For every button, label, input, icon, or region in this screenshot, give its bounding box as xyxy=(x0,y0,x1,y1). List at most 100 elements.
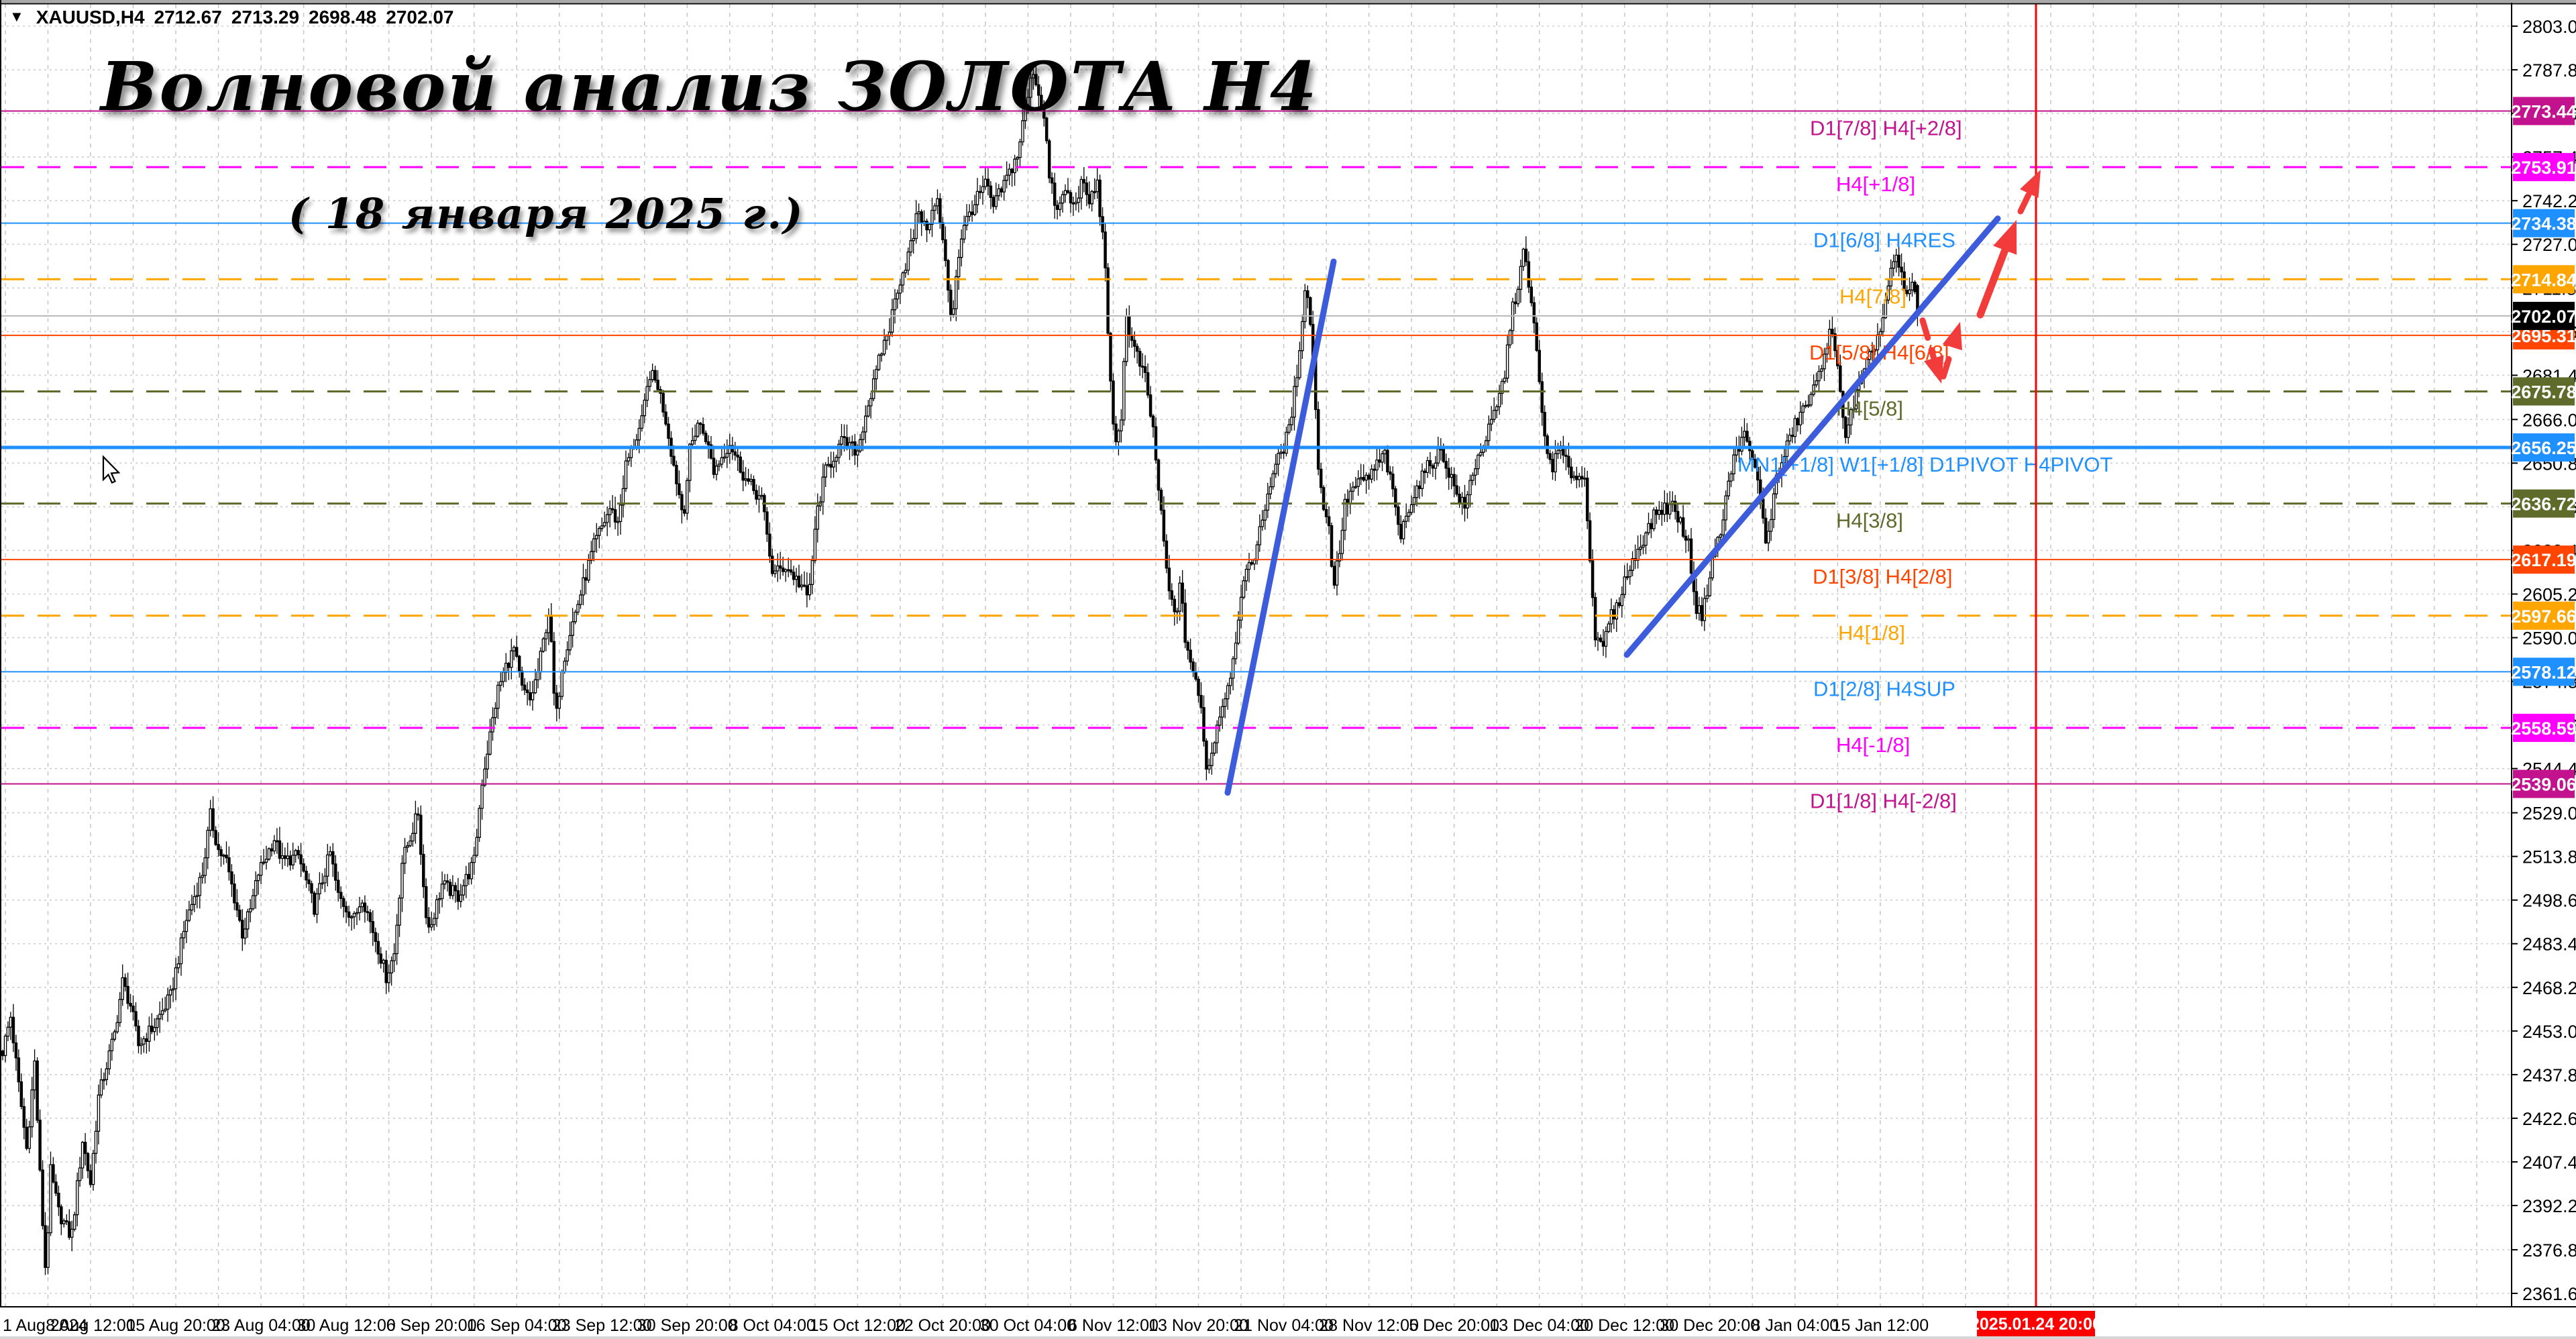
time-tick-label: 13 Nov 20:00 xyxy=(1148,1316,1248,1335)
time-tick-label: 8 Oct 04:00 xyxy=(729,1316,816,1335)
december-january-trendline[interactable] xyxy=(1623,215,2001,658)
price-badge-box xyxy=(2513,265,2575,294)
price-tick-label: 2407.40 xyxy=(2522,1153,2576,1173)
price-badge-box xyxy=(2513,545,2575,574)
price-tick-label: 2529.00 xyxy=(2522,804,2576,824)
price-badge-box xyxy=(2513,601,2575,630)
price-tick-label: 2727.00 xyxy=(2522,235,2576,255)
price-tick-label: 2437.80 xyxy=(2522,1065,2576,1085)
forecast-arrow-shaft[interactable] xyxy=(2017,191,2033,215)
price-tick-label: 2498.60 xyxy=(2522,891,2576,911)
forecast-arrow-shaft[interactable] xyxy=(1919,317,1937,362)
level-label: D1[2/8] H4SUP xyxy=(1813,677,1955,700)
forecast-arrow-head xyxy=(1942,321,1962,351)
time-tick-label: 1 Aug 2024 xyxy=(3,1316,88,1335)
time-tick-label: 20 Dec 12:00 xyxy=(1574,1316,1674,1335)
candles-layer xyxy=(1,63,1919,1275)
price-badge-value: 2636.72 xyxy=(2511,494,2576,515)
level-label: MN1[+1/8] W1[+1/8] D1PIVOT H4PIVOT xyxy=(1737,453,2112,476)
price-badge: 2617.19 xyxy=(2511,545,2576,574)
price-tick-label: 2392.20 xyxy=(2522,1196,2576,1216)
price-badge-box xyxy=(2513,433,2575,462)
level-label: D1[1/8] H4[-2/8] xyxy=(1810,790,1957,813)
price-tick-label: 2803.00 xyxy=(2522,17,2576,37)
ohlc-close: 2702.07 xyxy=(386,7,454,28)
price-tick-label: 2422.60 xyxy=(2522,1109,2576,1129)
time-tick-label: 30 Sep 20:00 xyxy=(637,1316,737,1335)
future-time-badge-value: 2025.01.24 20:00 xyxy=(1970,1315,2102,1334)
price-badge: 2636.72 xyxy=(2511,489,2576,518)
time-tick-label: 30 Aug 12:00 xyxy=(297,1316,395,1335)
forecast-arrow-head xyxy=(1924,355,1944,384)
price-badge-box xyxy=(2513,153,2575,182)
price-badge-value: 2753.91 xyxy=(2511,158,2576,178)
price-tick-label: 2590.00 xyxy=(2522,629,2576,649)
price-tick-label: 2453.00 xyxy=(2522,1022,2576,1042)
symbol-dropdown-icon[interactable]: ▼ xyxy=(9,8,24,25)
level-label: D1[6/8] H4RES xyxy=(1813,229,1955,252)
price-scale[interactable]: 2803.002787.802772.602757.402742.202727.… xyxy=(0,0,2576,1307)
ohlc-low: 2698.48 xyxy=(309,7,377,28)
bearish-candle-bodies xyxy=(1,74,1919,1269)
forecast-arrow-head xyxy=(1993,219,2017,255)
price-tick-label: 2468.20 xyxy=(2522,978,2576,998)
price-badge-value: 2773.44 xyxy=(2511,102,2576,122)
time-tick-label: 15 Jan 12:00 xyxy=(1832,1316,1929,1335)
time-tick-label: 30 Oct 04:00 xyxy=(980,1316,1076,1335)
price-badge: 2656.25 xyxy=(2511,433,2576,462)
level-label: H4[5/8] xyxy=(1836,396,1903,420)
price-tick-label: 2483.40 xyxy=(2522,934,2576,955)
price-badge-box xyxy=(2513,209,2575,237)
time-tick-label: 8 Aug 12:00 xyxy=(46,1316,135,1335)
forecast-arrow-shaft[interactable] xyxy=(1976,246,2009,319)
price-badge-value: 2734.38 xyxy=(2511,214,2576,234)
forecast-arrow-shaft[interactable] xyxy=(1940,344,1955,380)
price-badge-value: 2675.78 xyxy=(2511,382,2576,402)
level-label: D1[7/8] H4[+2/8] xyxy=(1810,117,1962,140)
mouse-cursor xyxy=(102,455,121,484)
price-tick-label: 2361.60 xyxy=(2522,1284,2576,1304)
price-badge: 2702.07 xyxy=(2511,301,2576,330)
price-badge: 2539.06 xyxy=(2511,769,2576,798)
price-badge-value: 2702.07 xyxy=(2511,307,2576,327)
bullish-candle-bodies xyxy=(3,74,1914,1269)
level-label: H4[7/8] xyxy=(1839,284,1907,308)
price-badge-box xyxy=(2513,769,2575,798)
price-badge-box xyxy=(2513,489,2575,518)
price-badge-value: 2539.06 xyxy=(2511,775,2576,795)
time-tick-label: 6 Sep 20:00 xyxy=(386,1316,477,1335)
future-time-badge: 2025.01.24 20:00 xyxy=(1970,1311,2102,1336)
window-bottom-edge xyxy=(0,1336,2576,1339)
future-time-badge-box xyxy=(1977,1311,2095,1336)
price-tick-label: 2787.80 xyxy=(2522,60,2576,81)
time-tick-label: 22 Oct 20:00 xyxy=(895,1316,991,1335)
price-tick-label: 2376.80 xyxy=(2522,1240,2576,1261)
level-label: D1[3/8] H4[2/8] xyxy=(1813,565,1953,588)
price-badge-value: 2656.25 xyxy=(2511,438,2576,458)
price-tick-label: 2666.00 xyxy=(2522,410,2576,430)
price-tick-label: 2605.20 xyxy=(2522,584,2576,604)
level-label: H4[+1/8] xyxy=(1836,172,1915,196)
price-badge-value: 2714.84 xyxy=(2511,270,2576,290)
price-badge: 2558.59 xyxy=(2511,713,2576,742)
levels-layer: D1[7/8] H4[+2/8] H4[+1/8] D1[6/8] H4RES H4[… xyxy=(1,110,2512,813)
chart-title: Волновой анализ ЗОЛОТА Н4 xyxy=(101,47,1319,126)
november-rally-trendline[interactable] xyxy=(1224,258,1337,796)
time-tick-label: 8 Jan 04:00 xyxy=(1751,1316,1839,1335)
price-badge: 2675.78 xyxy=(2511,377,2576,406)
price-badge-value: 2558.59 xyxy=(2511,718,2576,739)
time-tick-label: 23 Aug 04:00 xyxy=(211,1316,310,1335)
forecast-arrow-head xyxy=(2019,169,2041,199)
time-tick-label: 15 Aug 20:00 xyxy=(126,1316,225,1335)
ohlc-high: 2713.29 xyxy=(231,7,300,28)
price-badge: 2714.84 xyxy=(2511,265,2576,294)
price-tick-label: 2742.20 xyxy=(2522,191,2576,211)
price-badge-value: 2597.66 xyxy=(2511,606,2576,627)
price-badge-box xyxy=(2513,713,2575,742)
time-tick-label: 28 Nov 12:00 xyxy=(1319,1316,1419,1335)
price-badge-box xyxy=(2513,657,2575,686)
chart-subtitle: ( 18 января 2025 г.) xyxy=(288,189,804,238)
price-badge: 2773.44 xyxy=(2511,97,2576,125)
